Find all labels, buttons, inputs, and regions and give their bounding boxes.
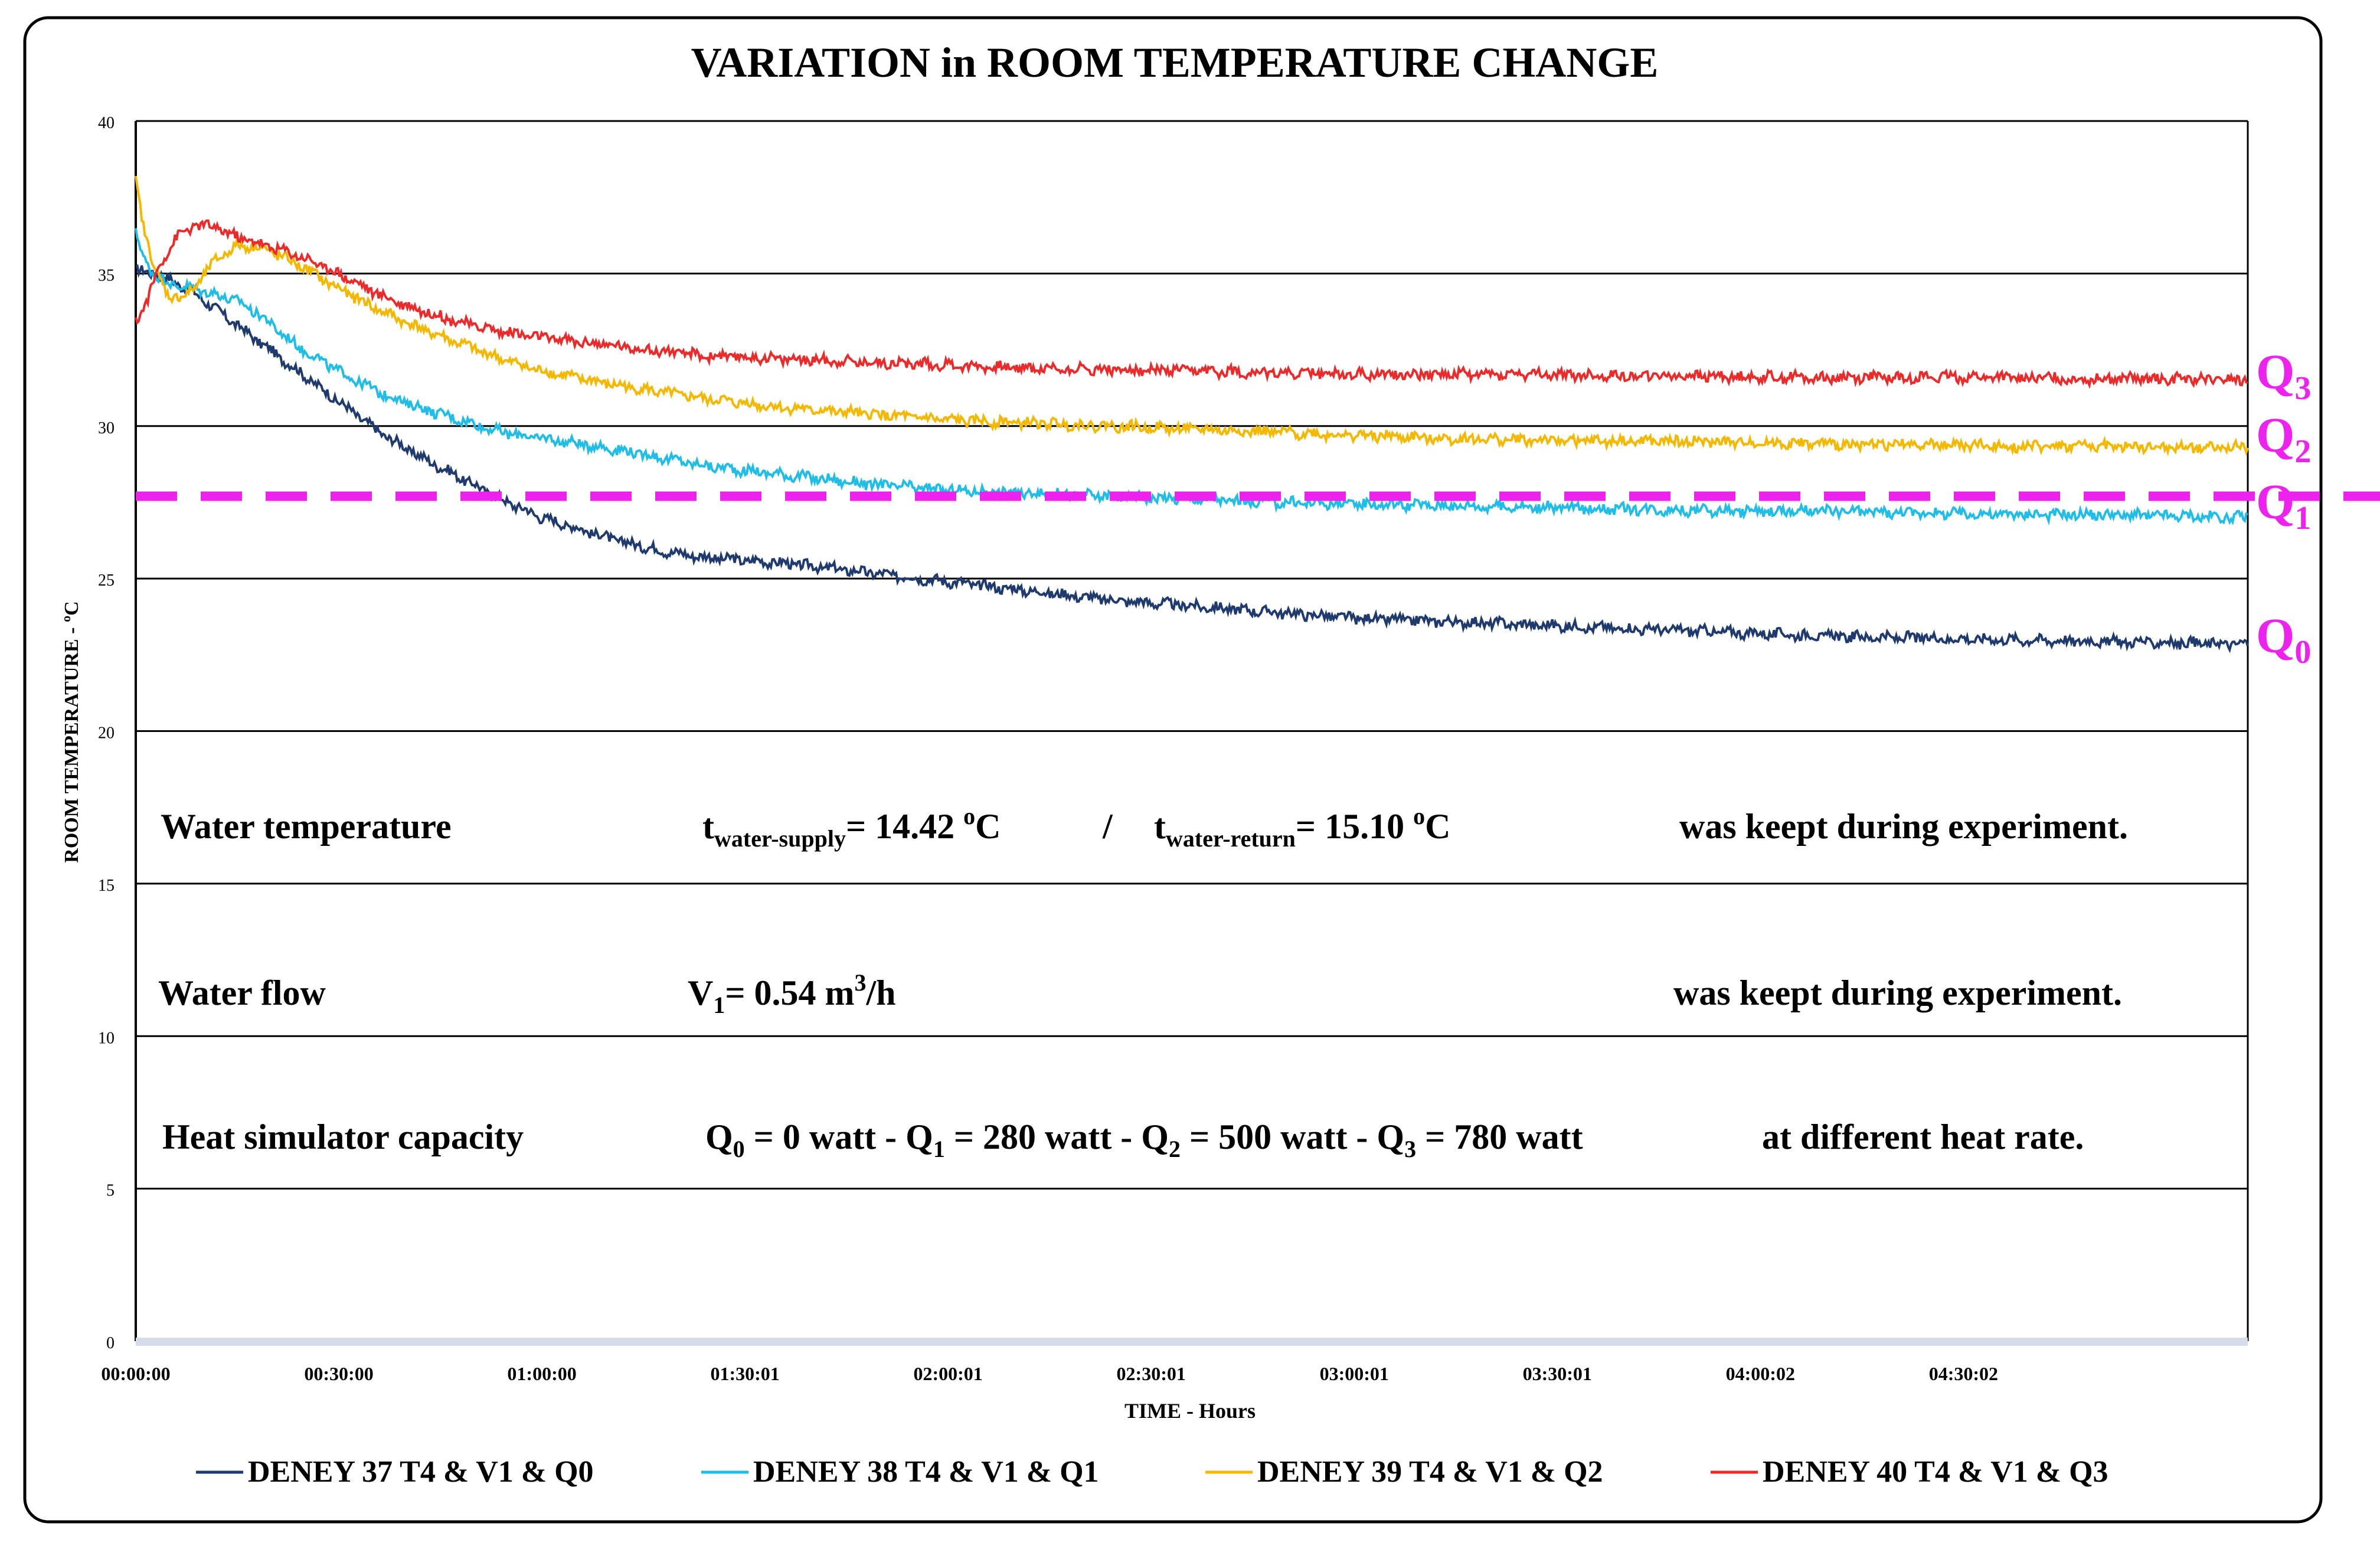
y-tick-label: 35	[98, 266, 115, 285]
tr-deg: o	[1413, 803, 1425, 829]
q3-main: Q	[1377, 1117, 1404, 1156]
q1-main: Q	[905, 1117, 933, 1156]
series-layer	[135, 175, 2249, 653]
separator: /	[1102, 807, 1113, 846]
q0-main: Q	[705, 1117, 733, 1156]
series-tag-1: Q1	[2256, 475, 2311, 537]
q3-sub: 3	[1404, 1136, 1416, 1162]
x-tick-label: 01:30:01	[710, 1363, 779, 1384]
tr-sub: water-return	[1166, 825, 1296, 852]
y-tick-label: 25	[98, 571, 115, 590]
legend-label-0: DENEY 37 T4 & V1 & Q0	[248, 1455, 594, 1489]
v-val: = 0.54 m	[725, 973, 854, 1012]
chart-title: VARIATION in ROOM TEMPERATURE CHANGE	[691, 39, 1659, 86]
y-tick-labels: 0 5 10 15 20 25 30 35 40	[98, 114, 115, 1352]
x-tick-label: 00:30:00	[304, 1363, 373, 1384]
q3-val: = 780 watt	[1416, 1117, 1583, 1156]
x-tick-label: 01:00:00	[507, 1363, 576, 1384]
tr-unit: C	[1425, 807, 1450, 846]
q1-sub: 1	[933, 1136, 945, 1162]
v-main: V	[688, 973, 713, 1012]
series-line-0	[135, 264, 2249, 653]
ts-deg: o	[963, 803, 975, 829]
annotation-water-temperature: Water temperature twater-supply= 14.42 o…	[161, 803, 2128, 852]
v-unit: /h	[866, 973, 896, 1012]
annotation-water-flow: Water flow V1= 0.54 m3/h was keept durin…	[158, 969, 2122, 1018]
y-tick-label: 15	[98, 877, 115, 895]
water-supply-value: twater-supply= 14.42 oC	[702, 803, 1001, 852]
q0-val: = 0 watt -	[745, 1117, 905, 1156]
annotation-note: was keept during experiment.	[1673, 973, 2122, 1012]
series-tag-0: Q0	[2256, 609, 2311, 671]
y-axis-label: ROOM TEMPERATURE - ºC	[61, 601, 83, 862]
annotation-note: at different heat rate.	[1762, 1117, 2084, 1156]
y-tick-label: 10	[98, 1029, 115, 1047]
q0-sub: 0	[733, 1136, 745, 1162]
legend-label-3: DENEY 40 T4 & V1 & Q3	[1763, 1455, 2108, 1489]
chart-frame	[23, 16, 2323, 1524]
q2-main: Q	[1141, 1117, 1169, 1156]
water-return-value: twater-return= 15.10 oC	[1154, 803, 1450, 852]
annotation-label: Water flow	[158, 973, 326, 1012]
q2-val: = 500 watt -	[1181, 1117, 1377, 1156]
x-tick-label: 03:00:01	[1320, 1363, 1389, 1384]
series-line-3	[135, 219, 2248, 390]
heat-capacity-values: Q0 = 0 watt - Q1 = 280 watt - Q2 = 500 w…	[705, 1117, 1583, 1162]
annotation-label: Water temperature	[161, 807, 452, 846]
series-tag-2: Q2	[2256, 408, 2311, 470]
x-tick-label: 04:00:02	[1726, 1363, 1795, 1384]
q1-val: = 280 watt -	[945, 1117, 1141, 1156]
legend-label-1: DENEY 38 T4 & V1 & Q1	[753, 1455, 1099, 1489]
annotation-note: was keept during experiment.	[1679, 807, 2128, 846]
v-sub: 1	[713, 992, 725, 1018]
y-tick-label: 40	[98, 114, 115, 132]
x-tick-label: 00:00:00	[101, 1363, 170, 1384]
ts-main: t	[702, 807, 714, 846]
ts-val: = 14.42	[846, 807, 963, 846]
y-tick-label: 20	[98, 724, 115, 743]
x-axis-label: TIME - Hours	[1124, 1399, 1256, 1423]
tr-val: = 15.10	[1296, 807, 1413, 846]
y-tick-label: 0	[106, 1334, 115, 1352]
x-tick-labels: 00:00:00 00:30:00 01:00:00 01:30:01 02:00:01…	[101, 1363, 1998, 1384]
legend-label-2: DENEY 39 T4 & V1 & Q2	[1257, 1455, 1603, 1489]
tr-main: t	[1154, 807, 1166, 846]
water-flow-value: V1= 0.54 m3/h	[688, 969, 896, 1018]
y-tick-label: 5	[106, 1182, 115, 1200]
ts-unit: C	[975, 807, 1001, 846]
legend: DENEY 37 T4 & V1 & Q0 DENEY 38 T4 & V1 & …	[196, 1455, 2108, 1489]
series-line-2	[135, 175, 2249, 457]
v-sup: 3	[855, 969, 867, 996]
q2-sub: 2	[1169, 1136, 1181, 1162]
x-tick-label: 03:30:01	[1523, 1363, 1592, 1384]
x-axis	[136, 1338, 2248, 1346]
x-tick-label: 04:30:02	[1929, 1363, 1998, 1384]
annotation-label: Heat simulator capacity	[162, 1117, 524, 1156]
series-tag-3: Q3	[2256, 345, 2311, 407]
y-tick-label: 30	[98, 419, 115, 437]
x-tick-label: 02:00:01	[913, 1363, 982, 1384]
x-tick-label: 02:30:01	[1117, 1363, 1186, 1384]
ts-sub: water-supply	[714, 825, 846, 852]
annotation-heat-simulator: Heat simulator capacity Q0 = 0 watt - Q1…	[162, 1117, 2084, 1162]
